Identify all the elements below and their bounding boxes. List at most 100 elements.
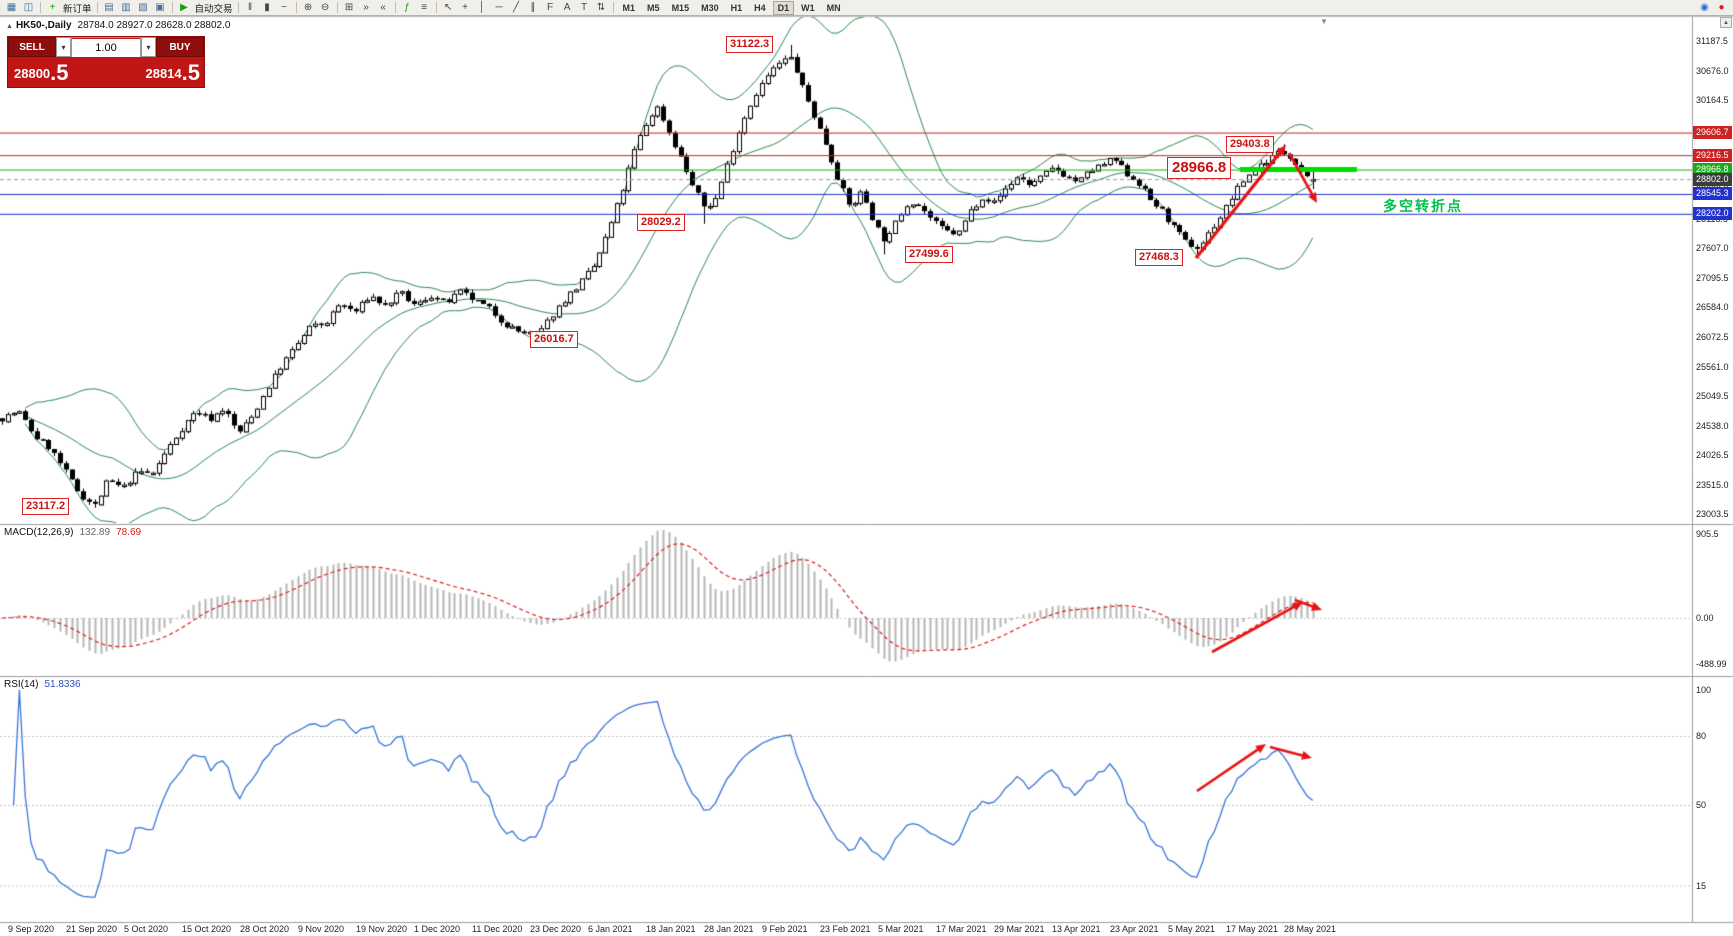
community-icon[interactable]: ◉	[1700, 2, 1709, 13]
cursor-icon[interactable]: ↖	[443, 2, 453, 13]
date-axis-tick: 5 May 2021	[1168, 924, 1216, 934]
toolbar-separator	[394, 2, 396, 13]
sell-dropdown-icon[interactable]: ▾	[56, 37, 71, 57]
zoom-out-icon[interactable]: ⊖	[320, 2, 330, 13]
zoom-in-icon[interactable]: ⊕	[303, 2, 313, 13]
rsi-axis-tick: 15	[1696, 880, 1707, 891]
toolbar-separator	[171, 2, 173, 13]
toolbar-separator	[96, 2, 98, 13]
chart-shift-icon[interactable]: «	[380, 2, 386, 13]
tile-windows-icon[interactable]: ⊞	[344, 2, 354, 13]
price-callout-label: 28029.2	[637, 214, 685, 231]
volume-input[interactable]	[72, 39, 140, 57]
date-axis-tick: 9 Sep 2020	[8, 924, 55, 934]
fibonacci-icon[interactable]: F	[546, 2, 554, 13]
date-axis-tick: 21 Sep 2020	[66, 924, 118, 934]
one-click-trading-panel: SELL ▾ ▾ BUY 28800.5 28814.5	[7, 36, 205, 88]
timeframe-button-m5[interactable]: M5	[647, 2, 660, 13]
channel-icon[interactable]: ∥	[530, 2, 536, 13]
sell-price-display[interactable]: 28800.5	[8, 57, 106, 87]
price-axis-tick: 27095.5	[1696, 272, 1729, 283]
price-callout-label: 29403.8	[1226, 136, 1274, 153]
date-axis-tick: 13 Apr 2021	[1052, 924, 1101, 934]
sell-price-fraction: .5	[50, 60, 69, 85]
record-icon[interactable]: ●	[1718, 2, 1725, 13]
rsi-label: RSI(14)	[4, 679, 39, 690]
price-axis-tick: 24026.5	[1696, 450, 1729, 461]
market-watch-icon[interactable]: ▤	[104, 2, 114, 13]
autotrade-label: 自动交易	[194, 3, 233, 15]
crosshair-icon[interactable]: +	[462, 2, 468, 13]
date-axis-tick: 28 Jan 2021	[704, 924, 754, 934]
candle-chart-type-icon[interactable]: ▮	[264, 2, 270, 13]
data-window-icon[interactable]: ▥	[121, 2, 131, 13]
buy-button[interactable]: BUY	[156, 37, 204, 57]
profiles-icon[interactable]: ◫	[23, 2, 34, 13]
buy-price-display[interactable]: 28814.5	[106, 57, 204, 87]
date-axis-tick: 17 Mar 2021	[936, 924, 987, 934]
indicators-icon[interactable]: ƒ	[404, 2, 410, 13]
buy-price-fraction: .5	[181, 60, 200, 85]
new-order-label: 新订单	[63, 3, 92, 15]
timeframe-button-w1[interactable]: W1	[801, 2, 815, 13]
macd-axis-tick: 905.5	[1696, 529, 1719, 539]
macd-main-value: 132.89	[79, 527, 111, 538]
toolbar-separator	[435, 2, 437, 13]
toolbar-separator	[336, 2, 338, 13]
price-callout-label: 31122.3	[726, 36, 774, 53]
scroll-up-button[interactable]: ▲	[1720, 17, 1732, 28]
vertical-line-icon[interactable]: │	[478, 2, 486, 13]
volume-dropdown-icon[interactable]: ▾	[141, 37, 156, 57]
terminal-icon[interactable]: ▣	[155, 2, 165, 13]
timeframe-button-h1[interactable]: H1	[730, 2, 743, 13]
autotrade-icon[interactable]: ▶	[180, 2, 188, 13]
price-callout-label: 27468.3	[1135, 249, 1183, 266]
toolbar-separator	[612, 2, 614, 13]
price-axis-tick: 26584.0	[1696, 302, 1729, 313]
line-chart-type-icon[interactable]: ~	[281, 2, 287, 13]
chart-symbol-line: ▲ HK50-,Daily 28784.0 28927.0 28628.0 2880…	[6, 20, 230, 31]
date-axis-tick: 9 Nov 2020	[298, 924, 345, 934]
new-chart-icon[interactable]: ▦	[6, 2, 17, 13]
label-icon[interactable]: T	[580, 2, 588, 13]
timeframe-button-m15[interactable]: M15	[671, 2, 690, 13]
toolbar-separator	[295, 2, 297, 13]
indicator-list-icon[interactable]: ≡	[421, 2, 427, 13]
price-axis-tick: 26072.5	[1696, 331, 1729, 342]
collapse-ohlc-icon[interactable]: ▲	[6, 23, 13, 30]
timeframe-button-mn[interactable]: MN	[826, 2, 841, 13]
timeframe-button-h4[interactable]: H4	[754, 2, 766, 13]
price-axis-tick: 27607.0	[1696, 243, 1729, 254]
date-axis-tick: 5 Oct 2020	[124, 924, 169, 934]
trendline-icon[interactable]: ╱	[513, 2, 520, 13]
navigator-icon[interactable]: ▧	[138, 2, 148, 13]
text-icon[interactable]: A	[563, 2, 571, 13]
rsi-axis-tick: 100	[1696, 685, 1712, 695]
price-callout-label: 27499.6	[905, 246, 953, 263]
auto-scroll-icon[interactable]: »	[363, 2, 369, 13]
horizontal-line-icon[interactable]: ─	[495, 2, 503, 13]
new-order-icon[interactable]: +	[49, 2, 56, 13]
price-axis-tick: 31187.5	[1696, 36, 1728, 47]
arrows-tool-icon[interactable]: ⇅	[596, 2, 606, 13]
toolbar: ▦ ◫ + 新订单 ▤ ▥ ▧ ▣ ▶ 自动交易 ǁ ▮ ~ ⊕ ⊖ ⊞ » « ƒ ≡ ↖ + │ ─ ╱ ∥ F A T ⇅ M1 M5 M…	[0, 0, 1733, 16]
date-axis-tick: 28 Oct 2020	[240, 924, 290, 934]
date-axis-tick: 28 May 2021	[1284, 924, 1337, 934]
ohlc-values: 28784.0 28927.0 28628.0 28802.0	[77, 20, 231, 31]
timeframe-button-m30[interactable]: M30	[701, 2, 719, 13]
date-axis-tick: 15 Oct 2020	[182, 924, 232, 934]
bar-chart-type-icon[interactable]: ǁ	[247, 2, 253, 13]
timeframe-button-d1[interactable]: D1	[772, 0, 795, 15]
macd-header: MACD(12,26,9) 132.89 78.69	[4, 527, 141, 538]
rsi-header: RSI(14) 51.8336	[4, 679, 81, 690]
pivot-note-text: 多空转折点	[1383, 198, 1463, 214]
macd-label: MACD(12,26,9)	[4, 527, 74, 538]
price-axis-tick: 30676.0	[1696, 65, 1729, 76]
price-axis-tick: 23515.0	[1696, 479, 1729, 490]
timeframe-button-m1[interactable]: M1	[622, 2, 636, 13]
sell-button[interactable]: SELL	[8, 37, 56, 57]
date-axis-tick: 23 Dec 2020	[530, 924, 582, 934]
macd-axis-tick: -488.99	[1696, 659, 1727, 669]
price-axis-tick: 24538.0	[1696, 420, 1729, 431]
